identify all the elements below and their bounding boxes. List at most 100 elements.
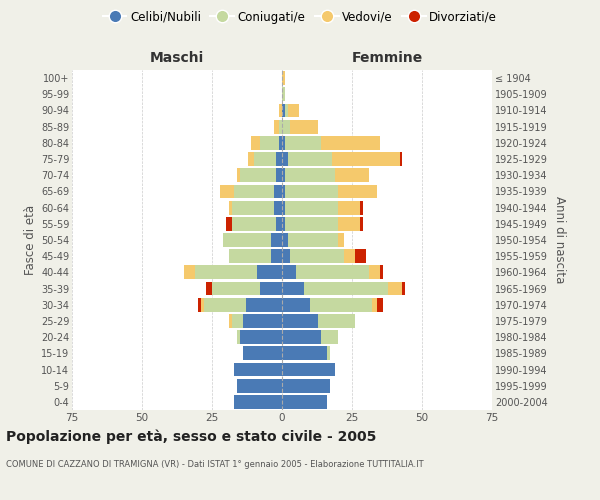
Bar [260, 136, 279, 149]
Bar [195, 266, 257, 280]
Bar [235, 184, 274, 198]
Y-axis label: Anni di nascita: Anni di nascita [553, 196, 566, 284]
Bar [338, 217, 361, 230]
Bar [229, 200, 232, 214]
Bar [287, 152, 332, 166]
Bar [290, 120, 319, 134]
Bar [251, 136, 260, 149]
Bar [285, 217, 338, 230]
Bar [206, 282, 212, 296]
Bar [282, 346, 327, 360]
Bar [282, 362, 335, 376]
Bar [321, 330, 338, 344]
Bar [282, 88, 285, 101]
Bar [388, 282, 403, 296]
Bar [332, 152, 400, 166]
Bar [361, 200, 363, 214]
Bar [235, 395, 282, 409]
Bar [282, 266, 296, 280]
Bar [403, 282, 405, 296]
Bar [232, 200, 274, 214]
Bar [377, 298, 383, 312]
Bar [355, 250, 366, 263]
Bar [277, 168, 282, 182]
Bar [254, 152, 277, 166]
Bar [400, 152, 403, 166]
Bar [243, 346, 282, 360]
Bar [240, 168, 277, 182]
Bar [237, 379, 282, 392]
Bar [282, 217, 285, 230]
Y-axis label: Fasce di età: Fasce di età [23, 205, 37, 275]
Bar [248, 152, 254, 166]
Bar [285, 104, 287, 118]
Bar [344, 250, 355, 263]
Bar [296, 266, 369, 280]
Bar [287, 233, 338, 247]
Bar [257, 266, 282, 280]
Text: Maschi: Maschi [150, 51, 204, 65]
Bar [282, 168, 285, 182]
Bar [277, 152, 282, 166]
Bar [229, 314, 232, 328]
Bar [279, 120, 282, 134]
Bar [271, 233, 282, 247]
Bar [287, 104, 299, 118]
Bar [274, 120, 279, 134]
Bar [290, 250, 344, 263]
Bar [282, 379, 329, 392]
Bar [285, 168, 335, 182]
Bar [282, 152, 287, 166]
Bar [243, 314, 282, 328]
Bar [282, 330, 321, 344]
Bar [338, 200, 361, 214]
Bar [282, 184, 285, 198]
Bar [203, 298, 245, 312]
Bar [282, 298, 310, 312]
Bar [310, 298, 371, 312]
Bar [327, 346, 329, 360]
Bar [304, 282, 388, 296]
Bar [282, 104, 285, 118]
Bar [245, 298, 282, 312]
Bar [335, 168, 369, 182]
Bar [282, 71, 285, 85]
Bar [282, 282, 304, 296]
Legend: Celibi/Nubili, Coniugati/e, Vedovi/e, Divorziati/e: Celibi/Nubili, Coniugati/e, Vedovi/e, Di… [98, 6, 502, 28]
Bar [232, 217, 277, 230]
Bar [369, 266, 380, 280]
Bar [232, 314, 243, 328]
Bar [321, 136, 380, 149]
Bar [338, 233, 344, 247]
Bar [319, 314, 355, 328]
Bar [226, 217, 232, 230]
Bar [235, 362, 282, 376]
Bar [237, 330, 240, 344]
Bar [371, 298, 377, 312]
Bar [240, 330, 282, 344]
Text: COMUNE DI CAZZANO DI TRAMIGNA (VR) - Dati ISTAT 1° gennaio 2005 - Elaborazione T: COMUNE DI CAZZANO DI TRAMIGNA (VR) - Dat… [6, 460, 424, 469]
Bar [282, 136, 285, 149]
Bar [279, 136, 282, 149]
Bar [271, 250, 282, 263]
Bar [201, 298, 203, 312]
Bar [282, 120, 290, 134]
Bar [285, 200, 338, 214]
Bar [282, 314, 319, 328]
Bar [274, 200, 282, 214]
Bar [282, 200, 285, 214]
Bar [279, 104, 282, 118]
Bar [285, 136, 321, 149]
Bar [282, 395, 327, 409]
Bar [282, 250, 290, 263]
Bar [223, 233, 271, 247]
Bar [338, 184, 377, 198]
Bar [285, 184, 338, 198]
Bar [220, 184, 235, 198]
Text: Femmine: Femmine [352, 51, 422, 65]
Bar [277, 217, 282, 230]
Bar [380, 266, 383, 280]
Bar [260, 282, 282, 296]
Bar [198, 298, 201, 312]
Bar [282, 233, 287, 247]
